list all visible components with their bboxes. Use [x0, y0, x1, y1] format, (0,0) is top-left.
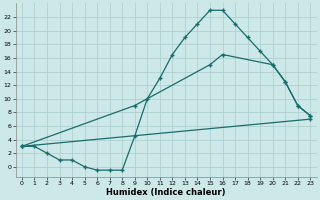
X-axis label: Humidex (Indice chaleur): Humidex (Indice chaleur) — [106, 188, 226, 197]
